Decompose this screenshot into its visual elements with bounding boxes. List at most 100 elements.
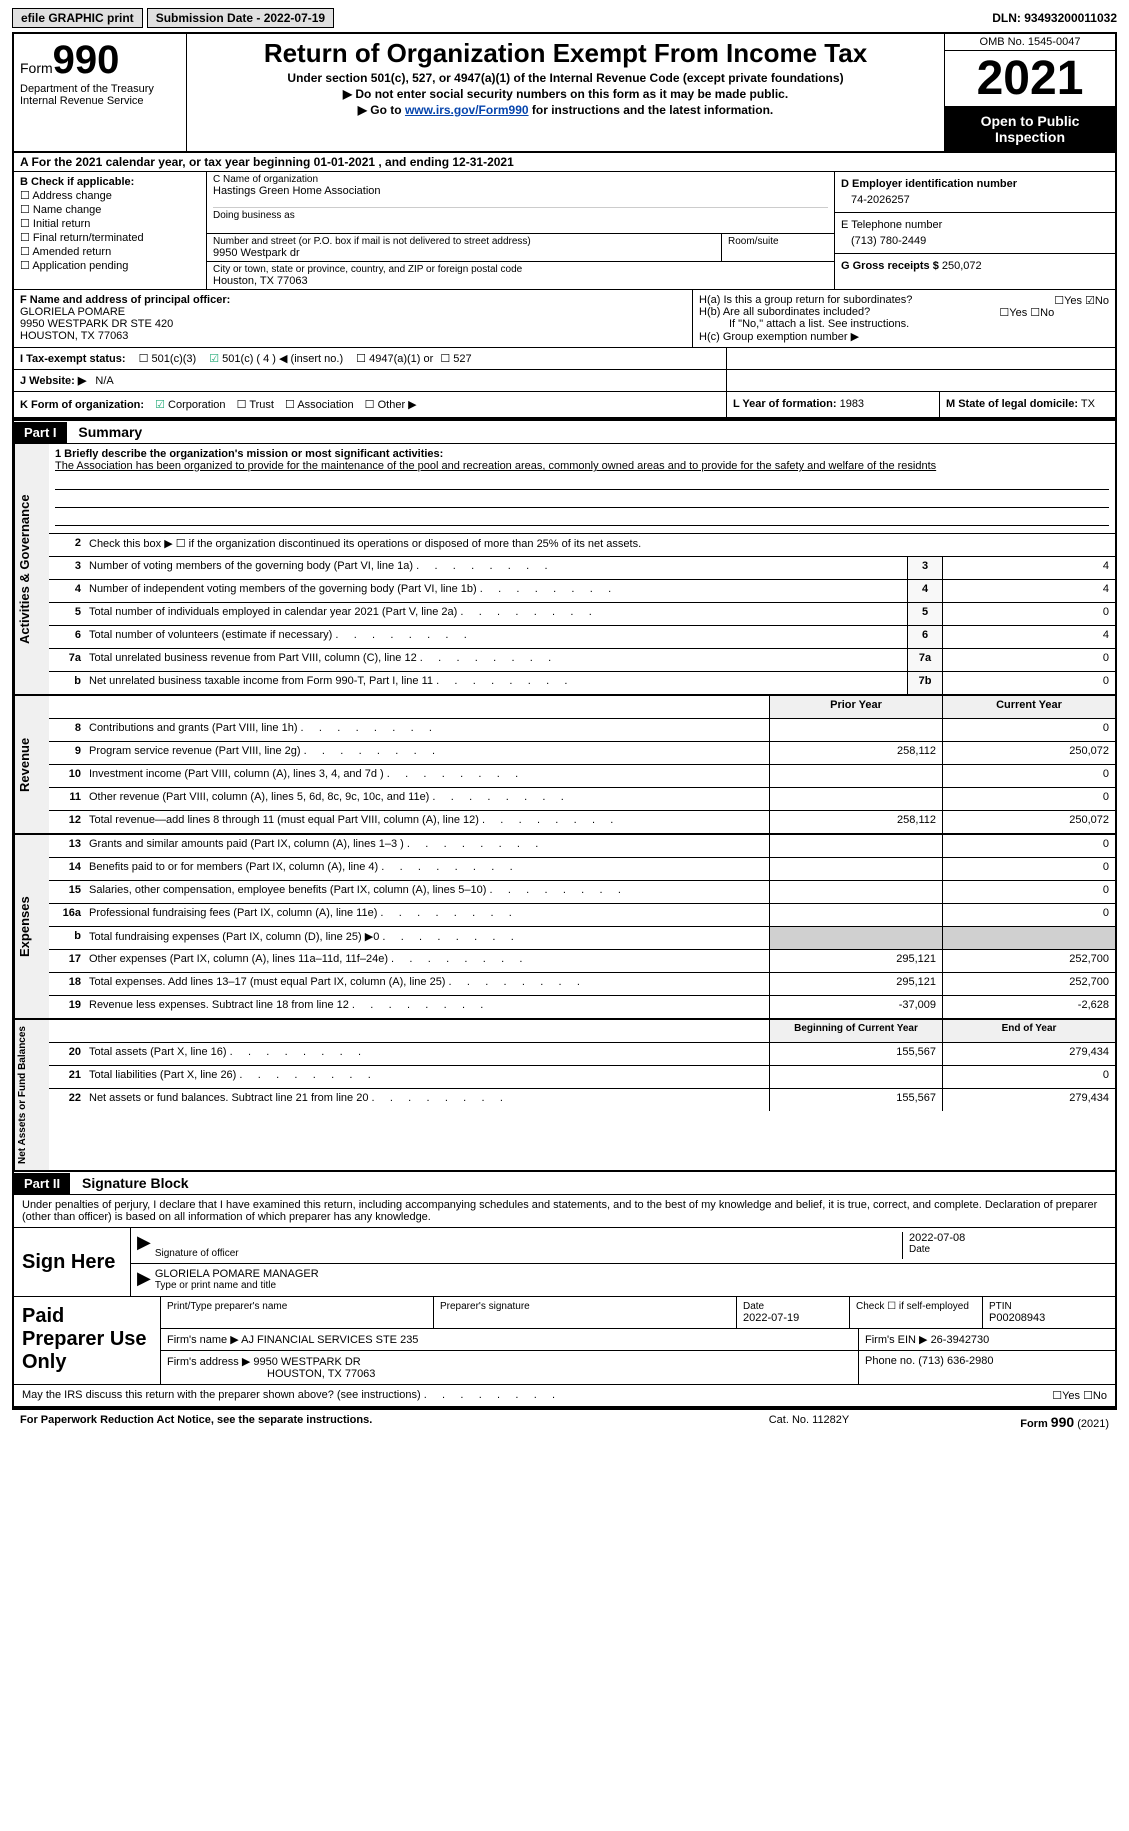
k-trust[interactable]: Trust (249, 399, 274, 411)
part1-netassets: Net Assets or Fund Balances Beginning of… (12, 1020, 1117, 1172)
section-j: J Website: ▶ N/A (12, 370, 1117, 392)
i-label: I Tax-exempt status: (20, 353, 126, 365)
website: N/A (95, 375, 113, 387)
summary-line: 8Contributions and grants (Part VIII, li… (49, 719, 1115, 742)
irs-label: Internal Revenue Service (20, 95, 180, 107)
officer-printed-name: GLORIELA POMARE MANAGER (155, 1268, 1109, 1280)
firm-name: AJ FINANCIAL SERVICES STE 235 (241, 1334, 418, 1346)
page-footer: For Paperwork Reduction Act Notice, see … (12, 1408, 1117, 1434)
subtitle-2b-suffix: for instructions and the latest informat… (529, 103, 774, 117)
chk-address-change[interactable]: Address change (20, 189, 200, 202)
chk-final-return[interactable]: Final return/terminated (20, 231, 200, 244)
part1-revenue: Revenue Prior Year Current Year 8Contrib… (12, 696, 1117, 835)
part2-title: Part II Signature Block (12, 1172, 1117, 1195)
part1-title: Part I Summary (12, 419, 1117, 444)
summary-line: 4Number of independent voting members of… (49, 580, 1115, 603)
opt-527[interactable]: 527 (453, 353, 471, 365)
ptin: P00208943 (989, 1312, 1109, 1324)
chk-amended-return[interactable]: Amended return (20, 245, 200, 258)
firm-phone-label: Phone no. (865, 1355, 915, 1367)
part1-body: Activities & Governance 1 Briefly descri… (12, 444, 1117, 696)
sign-here-label: Sign Here (14, 1228, 131, 1296)
k-corp[interactable]: Corporation (168, 399, 225, 411)
hdr-begin: Beginning of Current Year (769, 1020, 942, 1042)
form-number: 990 (53, 38, 120, 82)
firm-addr-label: Firm's address ▶ (167, 1356, 250, 1368)
l-label: L Year of formation: (733, 398, 837, 410)
year-formation: 1983 (840, 398, 864, 410)
subtitle-2b-prefix: ▶ Go to (358, 103, 405, 117)
sig-officer-label: Signature of officer (155, 1248, 902, 1259)
k-other[interactable]: Other ▶ (378, 399, 417, 411)
mission-label: 1 Briefly describe the organization's mi… (55, 448, 443, 460)
ha-label: H(a) Is this a group return for subordin… (699, 294, 912, 306)
k-assoc[interactable]: Association (297, 399, 353, 411)
org-city: Houston, TX 77063 (213, 275, 828, 287)
firm-name-label: Firm's name ▶ (167, 1334, 239, 1346)
hdr-end: End of Year (942, 1020, 1115, 1042)
tab-revenue: Revenue (14, 696, 49, 833)
e-label: E Telephone number (841, 219, 1109, 231)
phone: (713) 780-2449 (841, 231, 1109, 247)
sig-date: 2022-07-08 (909, 1232, 1109, 1244)
submission-date: Submission Date - 2022-07-19 (147, 8, 334, 28)
ptin-label: PTIN (989, 1301, 1109, 1312)
prep-date: 2022-07-19 (743, 1312, 843, 1324)
summary-line: 13Grants and similar amounts paid (Part … (49, 835, 1115, 858)
section-klm: K Form of organization: ☑ Corporation ☐ … (12, 392, 1117, 419)
part2-badge: Part II (14, 1173, 70, 1194)
form-header: Form990 Department of the Treasury Inter… (12, 32, 1117, 153)
opt-501c4[interactable]: 501(c) ( 4 ) ◀ (insert no.) (222, 353, 343, 365)
hc-label: H(c) Group exemption number ▶ (699, 330, 1109, 343)
hdr-prior: Prior Year (769, 696, 942, 718)
opt-501c3[interactable]: 501(c)(3) (152, 353, 197, 365)
officer-addr1: 9950 WESTPARK DR STE 420 (20, 318, 686, 330)
state-domicile: TX (1081, 398, 1095, 410)
omb-number: OMB No. 1545-0047 (945, 34, 1115, 51)
tab-netassets: Net Assets or Fund Balances (14, 1020, 49, 1170)
summary-line: 17Other expenses (Part IX, column (A), l… (49, 950, 1115, 973)
summary-line: 15Salaries, other compensation, employee… (49, 881, 1115, 904)
summary-line: 7aTotal unrelated business revenue from … (49, 649, 1115, 672)
firm-ein-label: Firm's EIN ▶ (865, 1334, 928, 1346)
mission-text: The Association has been organized to pr… (55, 460, 1109, 472)
org-address: 9950 Westpark dr (213, 247, 715, 259)
tab-activities: Activities & Governance (14, 444, 49, 694)
g-label: G Gross receipts $ (841, 260, 939, 272)
subtitle-1: Under section 501(c), 527, or 4947(a)(1)… (193, 71, 938, 85)
j-label: J Website: ▶ (20, 375, 86, 387)
summary-line: 11Other revenue (Part VIII, column (A), … (49, 788, 1115, 811)
instructions-link[interactable]: www.irs.gov/Form990 (405, 103, 529, 117)
prep-date-label: Date (743, 1301, 843, 1312)
room-label: Room/suite (728, 236, 828, 247)
summary-line: 5Total number of individuals employed in… (49, 603, 1115, 626)
check-self-employed[interactable]: Check ☐ if self-employed (850, 1297, 983, 1328)
declaration: Under penalties of perjury, I declare th… (14, 1195, 1115, 1228)
chk-application-pending[interactable]: Application pending (20, 259, 200, 272)
footer-left: For Paperwork Reduction Act Notice, see … (20, 1414, 709, 1430)
date-label: Date (909, 1244, 1109, 1255)
summary-line: 12Total revenue—add lines 8 through 11 (… (49, 811, 1115, 833)
ein: 74-2026257 (841, 190, 1109, 206)
chk-initial-return[interactable]: Initial return (20, 217, 200, 230)
d-label: D Employer identification number (841, 178, 1109, 190)
opt-4947[interactable]: 4947(a)(1) or (369, 353, 433, 365)
hb-note: If "No," attach a list. See instructions… (699, 318, 1109, 330)
part1-name: Summary (70, 421, 150, 443)
summary-line: 18Total expenses. Add lines 13–17 (must … (49, 973, 1115, 996)
dept-treasury: Department of the Treasury (20, 83, 180, 95)
officer-addr2: HOUSTON, TX 77063 (20, 330, 686, 342)
subtitle-2a: ▶ Do not enter social security numbers o… (193, 87, 938, 101)
summary-line: 16aProfessional fundraising fees (Part I… (49, 904, 1115, 927)
efile-button[interactable]: efile GRAPHIC print (12, 8, 143, 28)
part1-badge: Part I (14, 422, 67, 443)
open-to-public: Open to Public Inspection (945, 107, 1115, 151)
signature-block: Under penalties of perjury, I declare th… (12, 1195, 1117, 1408)
summary-line: 10Investment income (Part VIII, column (… (49, 765, 1115, 788)
chk-name-change[interactable]: Name change (20, 203, 200, 216)
hb-label: H(b) Are all subordinates included? (699, 306, 870, 318)
part2-name: Signature Block (74, 1172, 197, 1194)
prep-name-label: Print/Type preparer's name (167, 1301, 427, 1312)
check-b-header: B Check if applicable: (20, 176, 200, 188)
form-prefix: Form (20, 60, 53, 76)
